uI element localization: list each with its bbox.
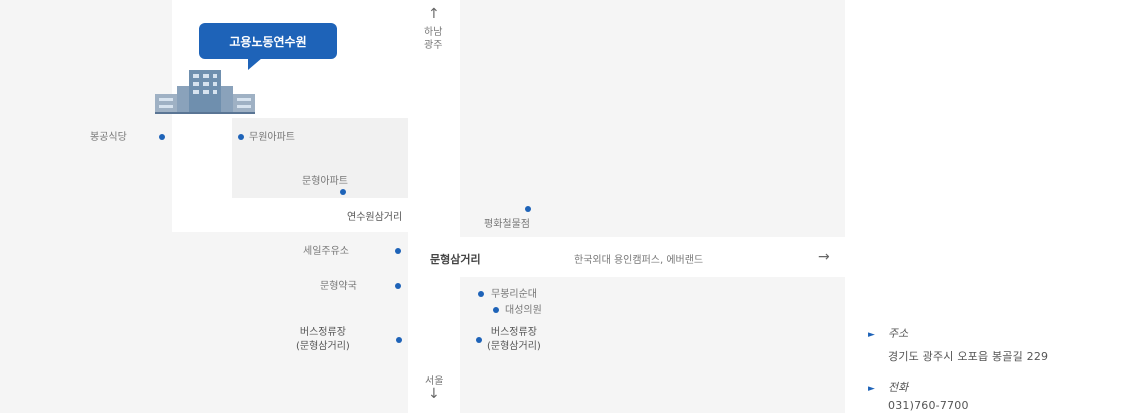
north-label: 하남 광주 (424, 27, 443, 51)
marker-pyeonghwa-cheoljeom (525, 206, 531, 212)
badge-pointer (248, 58, 262, 70)
marker-bus-stop-right (476, 337, 482, 343)
address-section: ► 주소 (868, 322, 908, 341)
marker-bonggong-restaurant (159, 134, 165, 140)
place-daeseong-clinic: 대성의원 (505, 305, 542, 316)
location-map: 고용노동연수원 ↑ 하남 광주 봉공식당 무원아파트 문형아파트 연수원삼거리 … (90, 0, 845, 413)
address-text: 경기도 광주시 오포읍 봉골길 229 (888, 350, 1049, 363)
building-icon (155, 70, 255, 114)
marker-bus-stop-left (396, 337, 402, 343)
campus-shade (232, 118, 408, 198)
phone-title: 전화 (888, 381, 909, 394)
triangle-bullet-icon: ► (868, 384, 875, 394)
marker-mugung-church (478, 291, 484, 297)
place-bonggong-restaurant: 봉공식당 (90, 132, 127, 143)
marker-sejeil-gas (395, 248, 401, 254)
place-munhyeong-pharmacy: 문형약국 (320, 281, 357, 292)
marker-munhyeong-apt (340, 189, 346, 195)
bus-stop-left: 버스정류장 (문형삼거리) (296, 327, 350, 352)
place-muwon-apt: 무원아파트 (249, 132, 295, 143)
place-sejeil-gas: 세일주유소 (303, 246, 349, 257)
triangle-bullet-icon: ► (868, 330, 875, 340)
institute-badge: 고용노동연수원 (199, 23, 337, 59)
place-yeonsuwon-junction: 연수원삼거리 (347, 212, 403, 223)
marker-munhyeong-pharmacy (395, 283, 401, 289)
place-mugung-church: 무봉리순대 (491, 289, 537, 300)
north-south-road (408, 0, 460, 413)
phone-section: ► 전화 (868, 376, 908, 395)
arrow-down-icon: ↓ (428, 386, 440, 402)
east-road-label: 한국외대 용인캠퍼스, 에버랜드 (574, 255, 704, 266)
intersection-label: 문형삼거리 (430, 253, 481, 266)
marker-muwon-apt (238, 134, 244, 140)
bus-stop-right: 버스정류장 (문형삼거리) (487, 327, 541, 352)
place-pyeonghwa-cheoljeom: 평화철물점 (484, 219, 530, 230)
arrow-up-icon: ↑ (428, 6, 440, 22)
marker-daeseong-clinic (493, 307, 499, 313)
east-west-road (408, 237, 845, 277)
place-munhyeong-apt: 문형아파트 (302, 176, 348, 187)
south-label: 서울 (425, 376, 444, 387)
address-title: 주소 (888, 327, 909, 340)
phone-text: 031)760-7700 (888, 399, 969, 412)
arrow-right-icon: → (818, 249, 830, 265)
